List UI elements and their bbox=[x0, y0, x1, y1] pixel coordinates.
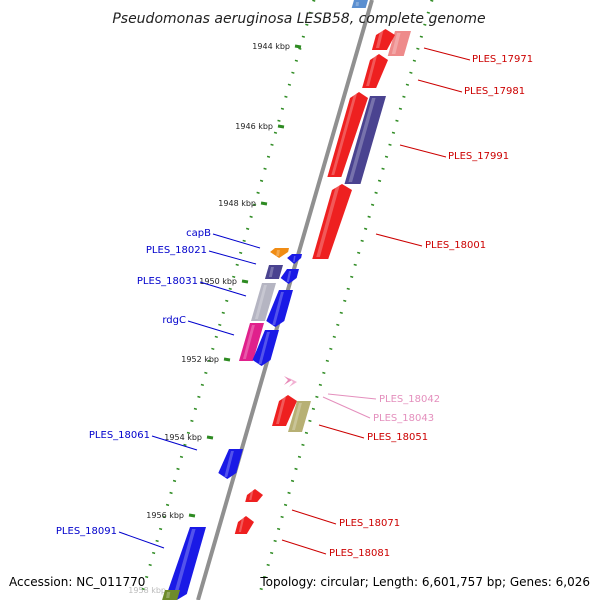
gene-block-17991-red-shade bbox=[331, 94, 357, 175]
genome-summary-text: Topology: circular; Length: 6,601,757 bp… bbox=[259, 575, 590, 589]
gene-block-adjacent-18031[interactable] bbox=[266, 290, 293, 327]
gene-block-18042[interactable] bbox=[284, 376, 292, 385]
gene-block-18051[interactable] bbox=[272, 395, 297, 426]
label-leader-line bbox=[322, 396, 371, 419]
gene-block-17981[interactable] bbox=[362, 54, 388, 88]
accession-text: Accession: NC_011770 bbox=[9, 575, 145, 589]
gene-block-18071[interactable] bbox=[245, 489, 263, 502]
gene-label-17981[interactable]: PLES_17981 bbox=[464, 86, 525, 97]
gene-label-18043[interactable]: PLES_18043 bbox=[373, 413, 434, 424]
gene-block-17971[interactable] bbox=[371, 29, 395, 50]
gene-block-18071-shade bbox=[249, 491, 254, 500]
label-leader-line bbox=[281, 539, 327, 555]
gene-block-rdgC[interactable] bbox=[238, 323, 264, 361]
gene-features bbox=[162, 0, 411, 600]
label-leader-line bbox=[417, 79, 463, 93]
kbp-tick-label: 1952 kbp bbox=[181, 355, 219, 364]
gene-block-18081-shade bbox=[238, 518, 245, 532]
kbp-tick-label: 1958 kbp bbox=[128, 586, 166, 595]
gene-labels: PLES_17971 PLES_17981 PLES_17991 PLES_18001… bbox=[56, 47, 533, 559]
gene-block-18051-olive[interactable] bbox=[288, 401, 311, 432]
kbp-tick-label: 1950 kbp bbox=[199, 277, 237, 286]
gene-label-17971[interactable]: PLES_17971 bbox=[472, 54, 533, 65]
gene-block-adjacent-18021[interactable] bbox=[280, 269, 299, 284]
gene-block-bottom-olive-shade bbox=[166, 592, 171, 598]
gene-label-capB[interactable]: capB bbox=[186, 228, 211, 239]
gene-block-18061[interactable] bbox=[218, 449, 243, 479]
gene-block-18051-shade bbox=[276, 397, 286, 424]
kbp-tick-mark bbox=[277, 124, 285, 129]
label-leader-line bbox=[327, 393, 377, 400]
gene-block-18043[interactable] bbox=[289, 378, 297, 387]
gene-label-18051[interactable]: PLES_18051 bbox=[367, 432, 428, 443]
gene-label-18081[interactable]: PLES_18081 bbox=[329, 548, 390, 559]
gene-label-18001[interactable]: PLES_18001 bbox=[425, 240, 486, 251]
gene-block-18091-shade bbox=[172, 529, 196, 598]
gene-block-17971-shade bbox=[375, 31, 384, 48]
label-leader-line bbox=[291, 509, 337, 525]
label-leader-line bbox=[151, 435, 198, 451]
gene-block-18001-shade bbox=[316, 186, 340, 257]
label-leader-line bbox=[187, 320, 235, 336]
gene-block-adjacent-rdgC[interactable] bbox=[252, 330, 279, 366]
gene-block-18031-shade bbox=[254, 285, 267, 319]
gene-block-top-forward[interactable] bbox=[351, 0, 368, 8]
gene-label-18031[interactable]: PLES_18031 bbox=[137, 276, 198, 287]
gene-label-18061[interactable]: PLES_18061 bbox=[89, 430, 150, 441]
gene-block-18081[interactable] bbox=[234, 516, 254, 534]
gene-block-18021-shade bbox=[268, 267, 274, 277]
gene-block-top-pink-shade bbox=[391, 33, 401, 54]
gene-block-bottom-olive[interactable] bbox=[162, 590, 180, 600]
label-leader-line bbox=[318, 424, 365, 439]
kbp-tick-mark bbox=[188, 513, 196, 518]
gene-block-adjacent-capB-shade bbox=[293, 256, 296, 262]
gene-label-18091[interactable]: PLES_18091 bbox=[56, 526, 117, 537]
gene-block-capB-shade bbox=[276, 250, 280, 256]
gene-block-adjacent-18031-shade bbox=[272, 292, 284, 325]
gene-block-adjacent-rdgC-shade bbox=[258, 332, 270, 364]
gene-block-18001[interactable] bbox=[312, 184, 352, 259]
gene-block-17991-red[interactable] bbox=[327, 92, 368, 177]
gene-label-17991[interactable]: PLES_17991 bbox=[448, 151, 509, 162]
kbp-tick-mark bbox=[206, 435, 214, 440]
map-title: Pseudomonas aeruginosa LESB58, complete … bbox=[112, 11, 485, 27]
kbp-tick-label: 1946 kbp bbox=[235, 122, 273, 131]
label-leader-line bbox=[399, 144, 447, 158]
gene-block-17991[interactable] bbox=[344, 96, 386, 184]
label-leader-line bbox=[118, 531, 165, 549]
gene-block-adjacent-capB[interactable] bbox=[287, 254, 302, 264]
kbp-tick-label: 1954 kbp bbox=[164, 433, 202, 442]
kbp-tick-mark bbox=[294, 44, 302, 49]
kbp-tick-mark bbox=[241, 279, 249, 284]
label-leader-line bbox=[375, 233, 423, 247]
gene-block-17981-shade bbox=[366, 56, 377, 86]
gene-block-18091[interactable] bbox=[166, 527, 206, 600]
gene-block-rdgC-shade bbox=[242, 325, 255, 359]
gene-block-capB[interactable] bbox=[270, 248, 289, 258]
kbp-tick-mark bbox=[223, 357, 231, 362]
gene-label-18042[interactable]: PLES_18042 bbox=[379, 394, 440, 405]
gene-label-18071[interactable]: PLES_18071 bbox=[339, 518, 400, 529]
label-leader-line bbox=[199, 281, 247, 297]
label-leader-line bbox=[212, 233, 261, 249]
kbp-tick-label: 1948 kbp bbox=[218, 199, 256, 208]
gene-label-18021[interactable]: PLES_18021 bbox=[146, 245, 207, 256]
gene-block-18031[interactable] bbox=[250, 283, 276, 321]
gene-block-17991-shade bbox=[348, 98, 376, 182]
kbp-tick-label: 1956 kbp bbox=[146, 511, 184, 520]
kbp-tick-label: 1944 kbp bbox=[252, 42, 290, 51]
gene-block-top-forward-shade bbox=[355, 2, 359, 6]
gene-block-18061-shade bbox=[224, 451, 234, 477]
kbp-tick-mark bbox=[260, 201, 268, 206]
label-leader-line bbox=[208, 250, 257, 265]
label-leader-line bbox=[423, 47, 471, 61]
gene-label-rdgC[interactable]: rdgC bbox=[162, 315, 186, 326]
gene-block-adjacent-18021-shade bbox=[286, 271, 292, 282]
gene-block-18021[interactable] bbox=[264, 265, 283, 279]
gene-block-18051-olive-shade bbox=[292, 403, 302, 430]
